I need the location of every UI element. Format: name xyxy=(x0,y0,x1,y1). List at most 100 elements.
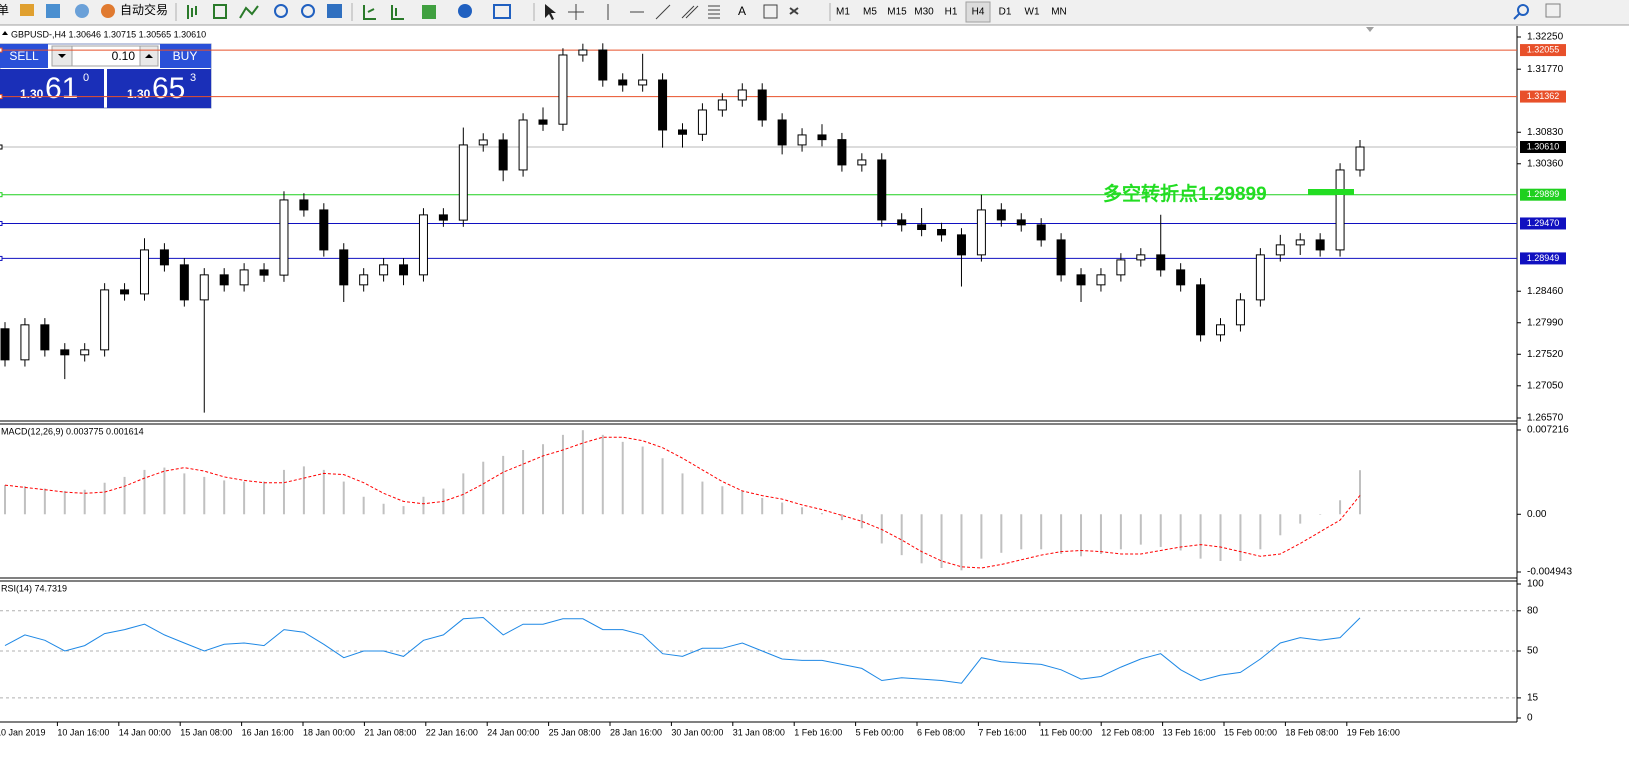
icon[interactable] xyxy=(458,4,472,18)
candle-body xyxy=(1255,254,1265,301)
candle-body xyxy=(299,199,309,211)
icon[interactable] xyxy=(545,4,556,20)
macd-bar xyxy=(263,481,266,515)
sell-label[interactable]: SELL xyxy=(9,49,39,63)
icon[interactable] xyxy=(187,5,197,19)
level-tag xyxy=(1520,141,1566,154)
chart-title: GBPUSD-,H4 1.30646 1.30715 1.30565 1.306… xyxy=(11,29,206,39)
timeframe-button[interactable]: W1 xyxy=(1025,7,1040,18)
candle-body xyxy=(1096,274,1106,286)
icon[interactable] xyxy=(655,4,671,20)
candle-body xyxy=(399,264,409,276)
candle-body xyxy=(558,54,568,125)
icon[interactable] xyxy=(568,4,584,20)
level-tag xyxy=(1520,188,1566,201)
icon[interactable] xyxy=(274,4,288,18)
icon[interactable] xyxy=(493,4,511,19)
auto-trade-button[interactable]: 自动交易 xyxy=(120,2,168,17)
timeframe-button[interactable]: H1 xyxy=(945,7,958,18)
icon[interactable] xyxy=(101,4,115,18)
candle-body xyxy=(638,79,648,86)
macd-bar xyxy=(1040,514,1043,550)
candle-body xyxy=(100,289,110,351)
icon[interactable] xyxy=(301,4,315,18)
macd-bar xyxy=(322,469,325,515)
ask-box[interactable] xyxy=(107,69,211,108)
candle-body xyxy=(618,79,628,86)
icon[interactable] xyxy=(1545,3,1561,18)
macd-bar xyxy=(1020,514,1023,550)
timeframe-active xyxy=(965,1,991,23)
icon[interactable] xyxy=(20,4,34,16)
y-tick-label: 1.31770 xyxy=(1527,64,1564,75)
icon[interactable] xyxy=(422,5,436,19)
macd-bar xyxy=(223,480,226,515)
candle-body xyxy=(1235,299,1245,326)
icon[interactable]: A xyxy=(738,4,746,18)
timeframe-button[interactable]: H4 xyxy=(972,7,985,18)
macd-bar xyxy=(123,476,126,515)
search-icon[interactable] xyxy=(1517,4,1529,16)
candle-body xyxy=(1016,219,1026,226)
icon[interactable] xyxy=(239,5,259,19)
icon[interactable] xyxy=(763,4,778,19)
macd-bar xyxy=(681,473,684,515)
bid-box[interactable] xyxy=(0,69,104,108)
ask-big: 1.30 xyxy=(127,87,151,101)
timeframe-button[interactable]: M1 xyxy=(836,7,850,18)
candle-body xyxy=(40,324,50,351)
candle-body xyxy=(817,134,827,141)
icon[interactable] xyxy=(46,4,60,18)
macd-bar xyxy=(342,481,345,515)
x-tick-label: 18 Jan 00:00 xyxy=(303,727,355,737)
annotation: 多空转折点1.29899 xyxy=(1103,182,1267,205)
timeframe-button[interactable]: D1 xyxy=(999,7,1012,18)
macd-bar xyxy=(542,444,545,515)
x-tick-label: 11 Feb 00:00 xyxy=(1040,727,1092,737)
buy-label[interactable]: BUY xyxy=(173,49,198,63)
icon[interactable] xyxy=(327,4,342,18)
x-tick-label: 22 Jan 16:00 xyxy=(426,727,478,737)
macd-bar xyxy=(163,467,166,515)
icon[interactable] xyxy=(681,5,699,19)
candle-body xyxy=(179,264,189,301)
candle-body xyxy=(60,349,70,356)
icon[interactable] xyxy=(391,5,404,20)
sell-button[interactable] xyxy=(0,44,48,68)
x-tick-label: 1 Feb 16:00 xyxy=(794,727,842,737)
candle-body xyxy=(1176,269,1186,286)
icon[interactable] xyxy=(213,4,227,19)
macd-bar xyxy=(1179,514,1182,551)
timeframe-button[interactable]: M5 xyxy=(863,7,877,18)
level-tag xyxy=(1520,252,1566,265)
candle-body xyxy=(1196,284,1206,336)
macd-bar xyxy=(641,446,644,515)
level-tag xyxy=(1520,217,1566,230)
y-tick-label: 50 xyxy=(1527,646,1539,657)
icon[interactable] xyxy=(708,5,720,19)
x-tick-label: 16 Jan 16:00 xyxy=(242,727,294,737)
macd-bar xyxy=(1000,514,1003,553)
timeframe-button[interactable]: M15 xyxy=(887,7,907,18)
candle-body xyxy=(1335,169,1345,251)
level-handle xyxy=(0,192,3,198)
candle-body xyxy=(897,219,907,226)
level-tag-label: 1.28949 xyxy=(1527,253,1560,263)
macd-bar xyxy=(960,514,963,571)
search-icon[interactable] xyxy=(1513,13,1520,20)
icon[interactable] xyxy=(75,4,89,18)
level-tag-label: 1.30610 xyxy=(1527,141,1560,151)
timeframe-button[interactable]: MN xyxy=(1051,7,1067,18)
candle-body xyxy=(1116,259,1126,276)
buy-button[interactable] xyxy=(160,44,211,68)
timeframe-button[interactable]: M30 xyxy=(914,7,934,18)
icon[interactable] xyxy=(789,7,799,15)
x-tick-label: 14 Jan 00:00 xyxy=(119,727,171,737)
y-tick-label: 1.30830 xyxy=(1527,127,1564,138)
indicator-title: MACD(12,26,9) 0.003775 0.001614 xyxy=(1,426,144,436)
lot-value[interactable]: 0.10 xyxy=(112,49,136,63)
icon[interactable] xyxy=(363,5,376,20)
ask-fraction: 3 xyxy=(190,72,196,84)
candle-body xyxy=(478,139,488,146)
